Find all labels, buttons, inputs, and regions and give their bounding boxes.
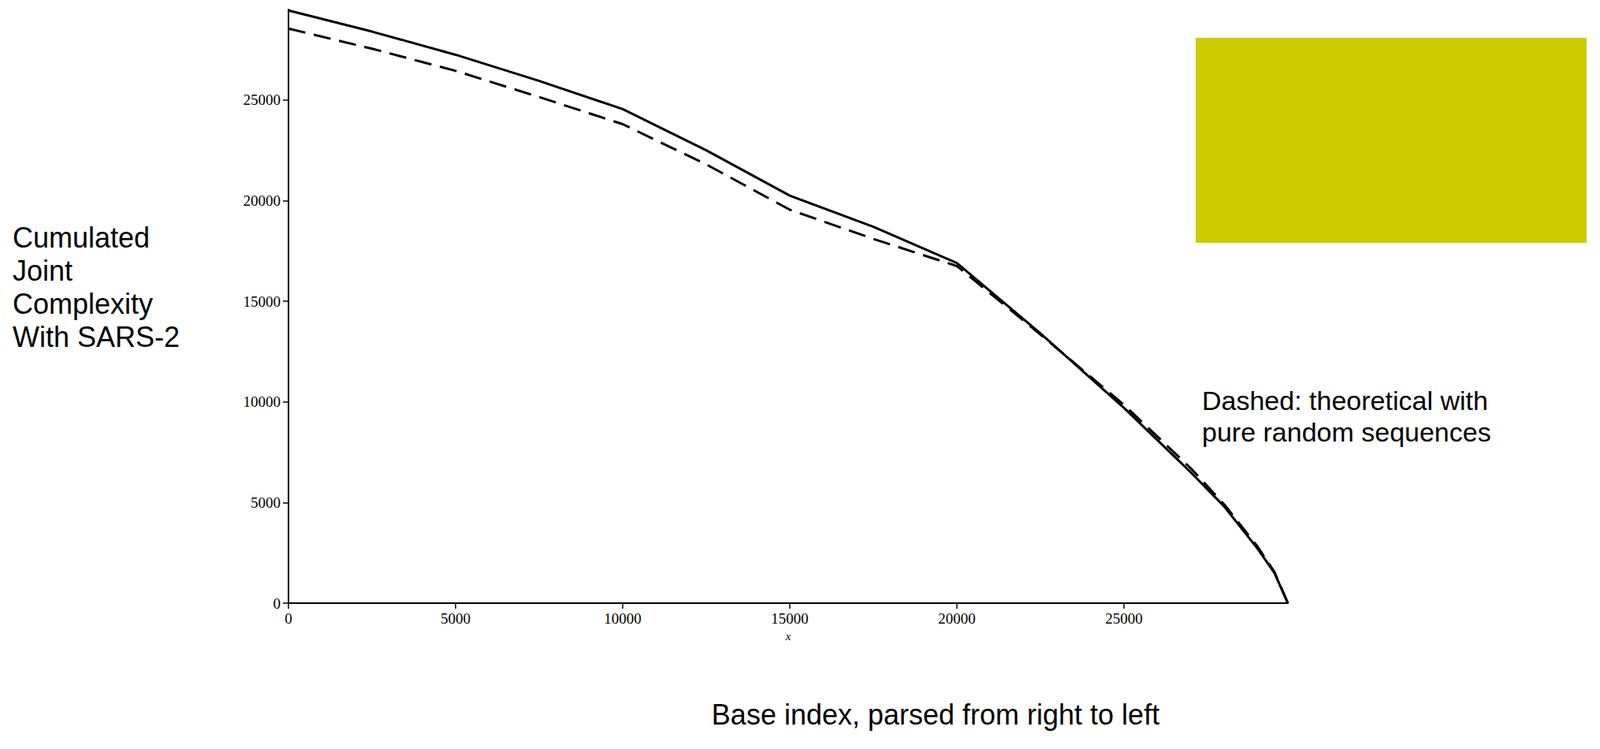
svg-text:pure random sequences: pure random sequences	[1201, 416, 1492, 447]
svg-text:20000: 20000	[243, 192, 282, 209]
svg-text:5000: 5000	[440, 610, 471, 627]
svg-text:0: 0	[284, 610, 293, 627]
svg-text:0: 0	[273, 595, 282, 612]
svg-text:15000: 15000	[770, 610, 809, 627]
svg-text:Joint: Joint	[12, 254, 73, 287]
svg-text:Base index, parsed from right: Base index, parsed from right to left	[711, 698, 1160, 731]
svg-text:10000: 10000	[603, 610, 642, 627]
svg-text:5000: 5000	[250, 494, 281, 511]
svg-text:15000: 15000	[243, 293, 282, 310]
svg-text:Dashed: theoretical with: Dashed: theoretical with	[1201, 385, 1489, 416]
svg-text:x: x	[785, 629, 792, 643]
svg-text:20000: 20000	[937, 610, 976, 627]
svg-text:Complexity: Complexity	[12, 287, 153, 320]
svg-text:With SARS-2: With SARS-2	[12, 320, 180, 354]
svg-text:Cumulated: Cumulated	[12, 221, 150, 254]
svg-text:25000: 25000	[1105, 610, 1143, 627]
svg-text:25000: 25000	[243, 91, 282, 108]
svg-text:10000: 10000	[243, 393, 282, 410]
